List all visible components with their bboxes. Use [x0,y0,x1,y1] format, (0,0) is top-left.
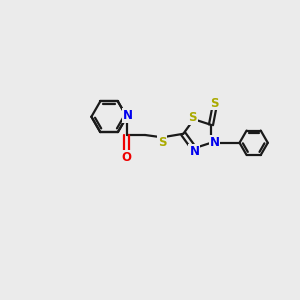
Text: S: S [210,97,219,110]
Text: O: O [122,151,132,164]
Text: S: S [158,136,166,148]
Text: S: S [188,111,196,124]
Text: N: N [189,146,200,158]
Text: N: N [209,136,220,149]
Text: N: N [123,109,133,122]
